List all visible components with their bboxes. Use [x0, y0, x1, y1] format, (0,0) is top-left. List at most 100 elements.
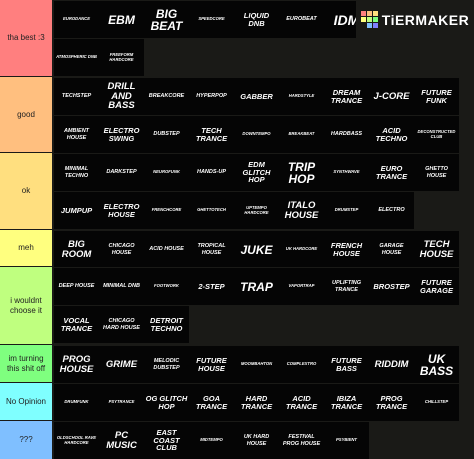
tier-item-tile[interactable]: OG GLITCH HOP — [144, 384, 189, 421]
tier-item-tile[interactable]: BROSTEP — [369, 268, 414, 305]
tier-item-tile[interactable]: DRUMSTEP — [324, 192, 369, 229]
tier-item-tile[interactable]: DREAM TRANCE — [324, 78, 369, 115]
tier-item-tile[interactable]: GRIME — [99, 346, 144, 383]
tier-item-tile[interactable]: FUTURE HOUSE — [189, 346, 234, 383]
tier-item-tile[interactable]: FOOTWORK — [144, 268, 189, 305]
tier-item-tile[interactable]: EBM — [99, 1, 144, 38]
tier-item-tile[interactable]: UPTEMPO HARDCORE — [234, 192, 279, 229]
tier-item-tile[interactable]: BIG BEAT — [144, 1, 189, 38]
tier-item-tile[interactable]: FUTURE BASS — [324, 346, 369, 383]
tier-item-tile[interactable]: SYNTHWAVE — [324, 154, 369, 191]
tier-item-tile[interactable]: DOWNTEMPO — [234, 116, 279, 153]
tier-item-tile[interactable]: UK HARDCORE — [279, 231, 324, 268]
tier-item-tile[interactable]: TECHSTEP — [54, 78, 99, 115]
tier-item-tile[interactable]: TROPICAL HOUSE — [189, 231, 234, 268]
tier-item-tile[interactable]: MOOMBAHTON — [234, 346, 279, 383]
tier-item-tile[interactable]: MIDTEMPO — [189, 422, 234, 459]
tier-item-tile[interactable]: FESTIVAL PROG HOUSE — [279, 422, 324, 459]
tier-item-tile[interactable]: AMBIENT HOUSE — [54, 116, 99, 153]
tier-item-tile[interactable]: BIG ROOM — [54, 231, 99, 268]
tier-item-tile[interactable]: RIDDIM — [369, 346, 414, 383]
tier-label[interactable]: ??? — [0, 421, 52, 459]
tier-item-tile[interactable]: HARDSTYLE — [279, 78, 324, 115]
tier-item-tile[interactable]: FUTURE FUNK — [414, 78, 459, 115]
tier-item-tile[interactable]: EURODANCE — [54, 1, 99, 38]
tier-item-tile[interactable]: CHICAGO HARD HOUSE — [99, 306, 144, 343]
tier-label[interactable]: ok — [0, 153, 52, 229]
tier-item-tile[interactable]: FRENCHCORE — [144, 192, 189, 229]
tier-item-tile[interactable]: GARAGE HOUSE — [369, 231, 414, 268]
tier-item-tile[interactable]: NEUROFUNK — [144, 154, 189, 191]
tier-item-tile[interactable]: VAPORTRAP — [279, 268, 324, 305]
tier-item-tile[interactable]: GOA TRANCE — [189, 384, 234, 421]
tier-label[interactable]: good — [0, 77, 52, 152]
tier-label[interactable]: i wouldnt choose it — [0, 267, 52, 344]
tier-item-tile[interactable]: DRILL AND BASS — [99, 78, 144, 115]
tier-item-tile[interactable]: COMPLEXTRO — [279, 346, 324, 383]
tier-item-tile[interactable]: 2-STEP — [189, 268, 234, 305]
tier-item-tile[interactable]: ACID TRANCE — [279, 384, 324, 421]
tier-item-tile[interactable]: JUMPUP — [54, 192, 99, 229]
logo-grid-cell — [366, 23, 372, 28]
tier-item-tile[interactable]: PROG TRANCE — [369, 384, 414, 421]
tier-item-tile[interactable]: ATMOSPHERIC DnB — [54, 39, 99, 76]
tier-item-tile[interactable]: PROG HOUSE — [54, 346, 99, 383]
tier-item-tile[interactable]: BREAKCORE — [144, 78, 189, 115]
tier-item-tile[interactable]: HARDBASS — [324, 116, 369, 153]
tier-item-tile[interactable]: TRIP HOP — [279, 154, 324, 191]
tier-item-tile[interactable]: HANDS-UP — [189, 154, 234, 191]
tier-row: good TECHSTEP DRILL AND BASS BREAKCORE HYPER… — [0, 77, 474, 191]
tier-item-tile[interactable]: ELECTRO SWING — [99, 116, 144, 153]
tier-item-tile[interactable]: ITALO HOUSE — [279, 192, 324, 229]
tier-item-tile[interactable]: DEEP HOUSE — [54, 268, 99, 305]
tier-item-tile[interactable]: GHETTOTECH — [189, 192, 234, 229]
tier-row: ok MINIMAL TECHNO DARKSTEP NEUROFUNK HANDS-U… — [0, 153, 474, 229]
tier-label[interactable]: meh — [0, 230, 52, 266]
tier-item-tile[interactable]: JUKE — [234, 231, 279, 268]
tier-item-tile[interactable]: J-CORE — [369, 78, 414, 115]
tier-item-tile[interactable]: ELECTRO HOUSE — [99, 192, 144, 229]
tier-item-tile[interactable]: CHICAGO HOUSE — [99, 231, 144, 268]
tier-item-tile[interactable]: BREAKBEAT — [279, 116, 324, 153]
tier-item-tile[interactable]: EURO TRANCE — [369, 154, 414, 191]
tier-item-tile[interactable]: IBIZA TRANCE — [324, 384, 369, 421]
tier-item-tile[interactable]: DRUMFUNK — [54, 384, 99, 421]
tier-item-tile[interactable]: MELODIC DUBSTEP — [144, 346, 189, 383]
tier-item-tile[interactable]: ELECTRO — [369, 192, 414, 229]
tier-item-tile[interactable]: FREEFORM HARDCORE — [99, 39, 144, 76]
tier-item-tile[interactable]: EDM GLITCH HOP — [234, 154, 279, 191]
tier-item-tile[interactable]: TECH HOUSE — [414, 231, 459, 268]
tier-item-tile[interactable]: EUROBEAT — [279, 1, 324, 38]
tier-item-tile[interactable]: DARKSTEP — [99, 154, 144, 191]
tier-item-tile[interactable]: UK HARD HOUSE — [234, 422, 279, 459]
tier-item-tile[interactable]: TRAP — [234, 268, 279, 305]
tier-item-tile[interactable]: UK BASS — [414, 346, 459, 383]
tier-item-tile[interactable]: DECONSTRUCTED CLUB — [414, 116, 459, 153]
tier-item-tile[interactable]: GHETTO HOUSE — [414, 154, 459, 191]
tier-item-tile[interactable]: TECH TRANCE — [189, 116, 234, 153]
tier-label[interactable]: im turning this shit off — [0, 345, 52, 382]
tier-item-tile[interactable]: FUTURE GARAGE — [414, 268, 459, 305]
tier-item-tile[interactable]: HARD TRANCE — [234, 384, 279, 421]
tier-item-tile[interactable]: LIQUID DnB — [234, 1, 279, 38]
tier-item-tile[interactable]: ACID HOUSE — [144, 231, 189, 268]
tier-item-tile[interactable]: SPEEDCORE — [189, 1, 234, 38]
tier-item-tile[interactable]: FRENCH HOUSE — [324, 231, 369, 268]
tier-item-tile[interactable]: GABBER — [234, 78, 279, 115]
tier-item-tile[interactable]: MINIMAL DnB — [99, 268, 144, 305]
tier-item-tile[interactable]: MINIMAL TECHNO — [54, 154, 99, 191]
tier-label[interactable]: tha best :3 — [0, 0, 52, 76]
tier-item-tile[interactable]: PSYTRANCE — [99, 384, 144, 421]
tier-item-tile[interactable]: EAST COAST CLUB — [144, 422, 189, 459]
tier-item-tile[interactable]: HYPERPOP — [189, 78, 234, 115]
tier-item-tile[interactable]: PC MUSIC — [99, 422, 144, 459]
tier-item-tile[interactable]: DETROIT TECHNO — [144, 306, 189, 343]
tier-item-tile[interactable]: DUBSTEP — [144, 116, 189, 153]
tier-item-tile[interactable]: VOCAL TRANCE — [54, 306, 99, 343]
tier-item-tile[interactable]: CHILLSTEP — [414, 384, 459, 421]
tier-item-tile[interactable]: UPLIFTING TRANCE — [324, 268, 369, 305]
tier-item-tile[interactable]: OLDSCHOOL RAVE HARDCORE — [54, 422, 99, 459]
tier-item-tile[interactable]: ACID TECHNO — [369, 116, 414, 153]
tier-item-tile[interactable]: PSYBIENT — [324, 422, 369, 459]
tier-label[interactable]: No Opinion — [0, 383, 52, 420]
